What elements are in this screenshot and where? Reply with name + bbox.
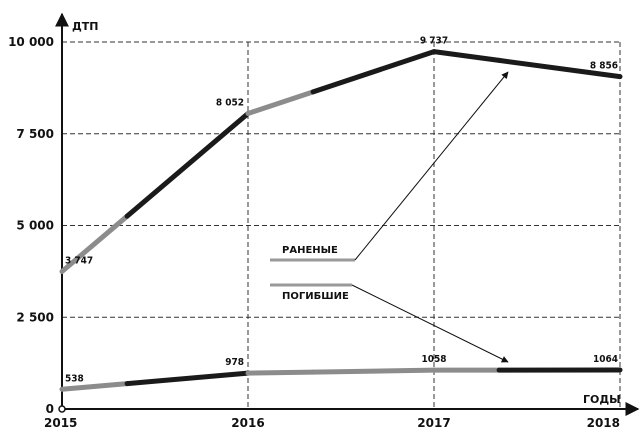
y-tick-label: 2 500 (16, 310, 54, 324)
y-axis-title: ДТП (72, 20, 99, 33)
data-label: 1058 (421, 354, 446, 365)
y-tick-label: 0 (46, 402, 54, 416)
series-line-0-seg-2a (431, 49, 502, 63)
data-label: 9 737 (420, 36, 448, 47)
data-label: 1064 (593, 354, 618, 365)
legend-arrow-0 (354, 71, 509, 261)
series-line-0-seg-2b (496, 57, 623, 80)
series-lines (59, 49, 623, 392)
axes (55, 12, 640, 416)
series-line-0-seg-1b (310, 49, 437, 95)
data-label: 8 052 (216, 97, 244, 108)
data-label: 538 (65, 373, 84, 384)
series-line-1-seg-0b (124, 370, 251, 387)
series-line-0-seg-1a (245, 89, 316, 116)
tick-labels: 0 2 500 5 000 7 500 10 000 2015 2016 2017 2018 (8, 35, 620, 430)
data-label: 3 747 (65, 255, 93, 266)
series-line-1-seg-0a (59, 381, 130, 392)
series-line-0-seg-0b (124, 110, 251, 219)
y-tick-label: 5 000 (16, 219, 54, 233)
x-axis-title: ГОДЫ (583, 393, 621, 406)
series-line-1-seg-1a (245, 369, 316, 376)
series-line-1-seg-1b (310, 367, 437, 375)
data-label: 8 856 (590, 61, 618, 72)
legend: РАНЕНЫЕ ПОГИБШИЕ (270, 71, 509, 363)
data-labels: 3 747 8 052 9 737 8 856 538 978 1058 1064 (65, 36, 618, 385)
legend-arrow-1 (351, 284, 509, 363)
origin-marker (58, 405, 66, 413)
x-tick-label: 2017 (417, 416, 450, 430)
y-tick-label: 10 000 (8, 35, 54, 49)
y-tick-label: 7 500 (16, 127, 54, 141)
x-tick-label: 2018 (587, 416, 620, 430)
data-label: 978 (225, 357, 244, 368)
legend-label-0: РАНЕНЫЕ (282, 245, 338, 256)
legend-label-1: ПОГИБШИЕ (282, 291, 349, 302)
series-line-0-seg-0a (59, 213, 130, 274)
x-tick-label: 2015 (44, 416, 77, 430)
grid-lines (62, 41, 621, 409)
x-tick-label: 2016 (231, 416, 264, 430)
